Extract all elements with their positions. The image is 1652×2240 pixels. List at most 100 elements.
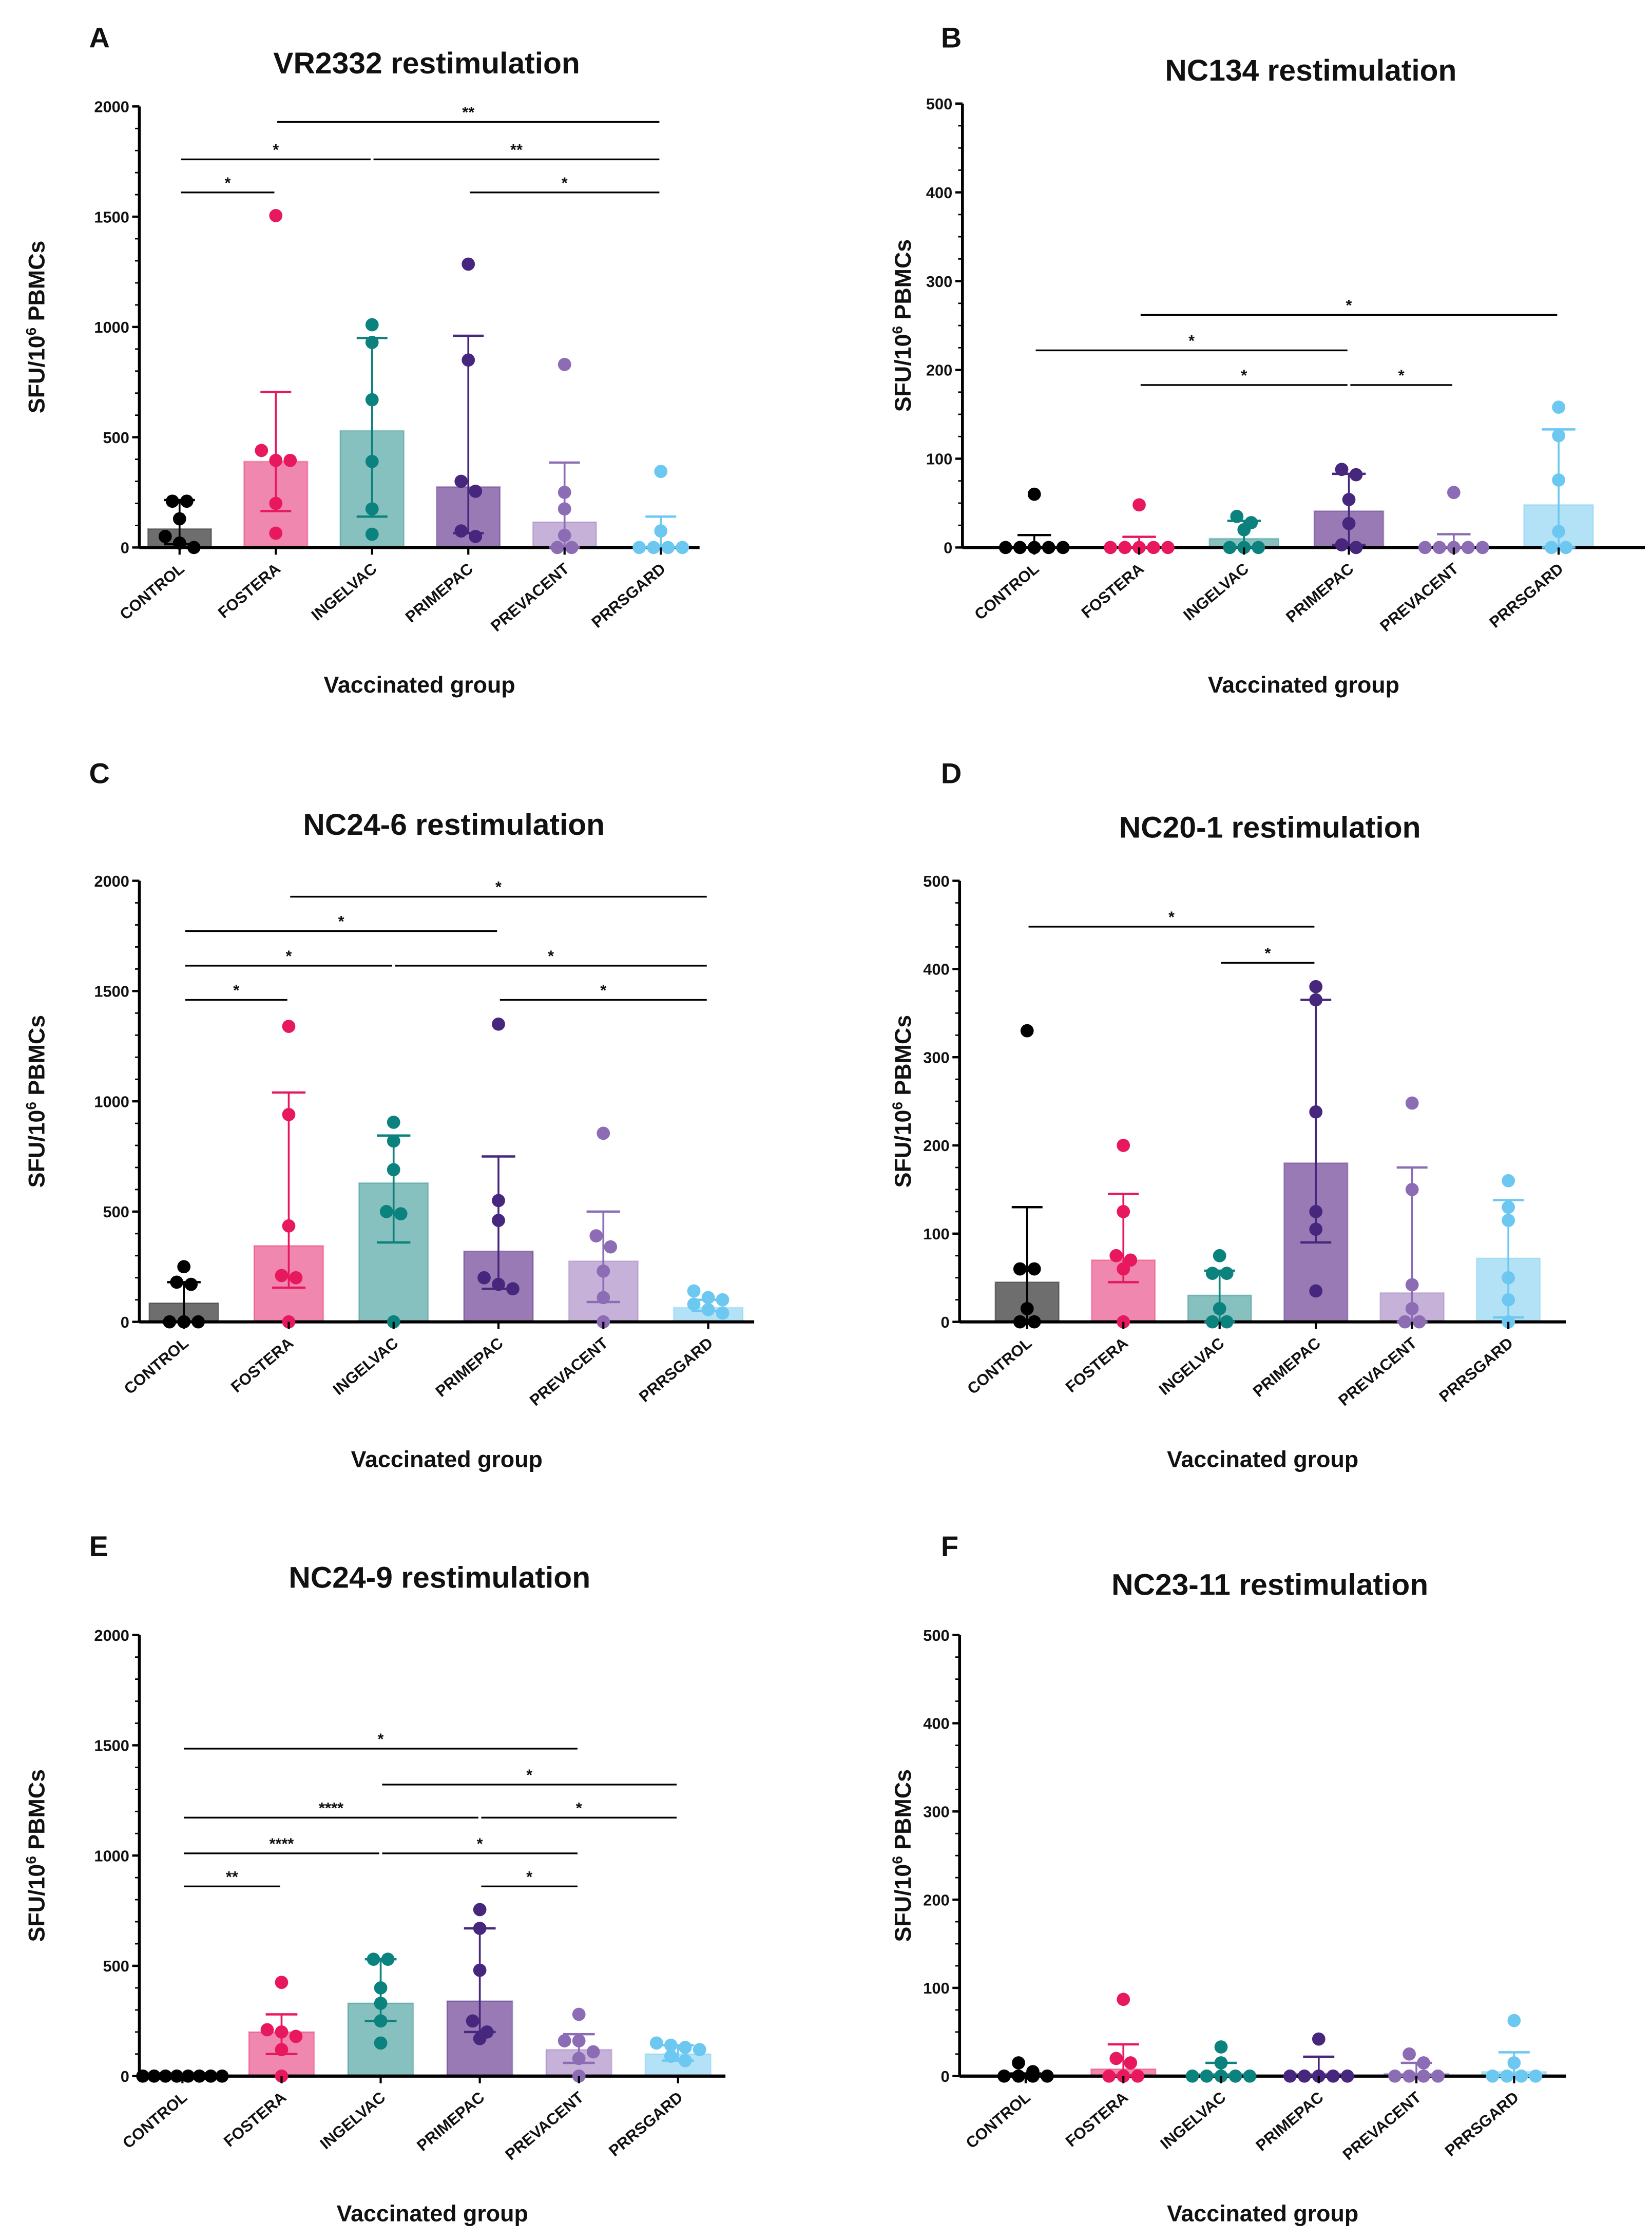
data-point-fostera: [282, 1219, 296, 1233]
data-point-fostera: [289, 2030, 303, 2043]
panel-letter: D: [941, 757, 962, 789]
data-point-control: [1012, 2069, 1025, 2083]
y-tick-label: 1000: [94, 1847, 129, 1865]
data-point-prrsgard: [647, 541, 661, 554]
x-tick-label: INGELVAC: [1156, 1334, 1228, 1399]
x-tick-label: CONTROL: [119, 2088, 190, 2152]
x-tick-label: PREVACENT: [1339, 2088, 1425, 2164]
panel-letter: B: [941, 22, 962, 54]
y-axis-label-superscript: 6: [23, 1856, 39, 1864]
data-point-control: [1042, 541, 1055, 554]
y-tick-label: 0: [941, 1313, 950, 1331]
y-tick-label: 100: [923, 1225, 949, 1243]
data-point-fostera: [282, 1020, 296, 1033]
panel-a: A VR2332 restimulation SFU/106 PBMCs 0 500 10…: [23, 22, 700, 698]
chart-title: NC134 restimulation: [1165, 54, 1456, 87]
data-point-prrsgard: [664, 2050, 678, 2063]
data-point-prevacent: [558, 358, 571, 371]
data-point-prevacent: [1403, 2047, 1416, 2061]
data-point-fostera: [255, 444, 268, 457]
data-point-primepac: [473, 1903, 487, 1917]
data-point-primepac: [473, 1922, 487, 1935]
x-tick-label: INGELVAC: [1180, 560, 1252, 624]
panel-letter: F: [941, 1530, 958, 1562]
data-point-prrsgard: [701, 1291, 715, 1305]
data-point-primepac: [492, 1017, 505, 1031]
y-axis-label: SFU/106 PBMCs: [889, 1015, 916, 1188]
data-point-control: [159, 2069, 172, 2083]
data-point-prrsgard: [1502, 1271, 1515, 1285]
data-point-prevacent: [1475, 541, 1489, 554]
data-point-prevacent: [572, 2052, 586, 2065]
data-point-prrsgard: [1502, 1293, 1515, 1307]
data-point-control: [1027, 1315, 1041, 1329]
data-point-ingelvac: [387, 1134, 400, 1148]
data-point-prrsgard: [1514, 2069, 1528, 2083]
x-tick-label: PRRSGARD: [1435, 1334, 1516, 1406]
x-tick-label: CONTROL: [971, 560, 1042, 624]
data-point-control: [997, 2069, 1011, 2083]
data-point-ingelvac: [374, 1997, 388, 2010]
x-tick-label: CONTROL: [964, 1334, 1035, 1398]
x-tick-label: FOSTERA: [227, 1334, 297, 1396]
x-tick-label: CONTROL: [963, 2088, 1034, 2152]
x-tick-label: PRRSGARD: [605, 2088, 686, 2160]
data-point-primepac: [492, 1194, 505, 1208]
significance-label: *: [1346, 296, 1352, 314]
data-point-control: [136, 2069, 150, 2083]
chart-title: VR2332 restimulation: [273, 47, 580, 80]
data-point-ingelvac: [365, 502, 379, 516]
data-point-primepac: [1349, 468, 1363, 482]
data-point-ingelvac: [374, 1981, 388, 1995]
y-axis-label-text: SFU/10: [24, 1110, 50, 1188]
x-tick-label: PRRSGARD: [1442, 2088, 1522, 2160]
data-point-primepac: [473, 2032, 487, 2045]
y-axis-label-unit: PBMCs: [24, 241, 50, 328]
significance-label: *: [495, 878, 502, 896]
data-point-primepac: [454, 474, 468, 488]
y-tick-label: 2000: [94, 1626, 129, 1644]
data-point-prrsgard: [716, 1306, 729, 1320]
data-point-prrsgard: [664, 2038, 678, 2052]
data-point-ingelvac: [387, 1163, 400, 1177]
data-point-control: [193, 2069, 206, 2083]
data-point-fostera: [269, 209, 283, 222]
data-point-prevacent: [558, 486, 571, 499]
data-point-prevacent: [572, 2007, 586, 2021]
data-point-prrsgard: [716, 1293, 729, 1307]
y-tick-label: 0: [121, 539, 129, 557]
data-point-prevacent: [1405, 1183, 1419, 1196]
x-tick-label: FOSTERA: [1062, 1334, 1131, 1396]
data-point-prevacent: [1405, 1278, 1419, 1292]
data-point-prevacent: [1431, 2069, 1445, 2083]
data-point-fostera: [1147, 541, 1160, 554]
x-tick-label: PRIMEPAC: [1252, 2088, 1327, 2155]
x-tick-label: PREVACENT: [526, 1334, 611, 1409]
x-tick-label: INGELVAC: [330, 1334, 402, 1399]
y-axis-label: SFU/106 PBMCs: [23, 1015, 50, 1188]
data-point-control: [172, 536, 186, 550]
data-point-ingelvac: [1223, 541, 1237, 554]
data-point-prrsgard: [1502, 1174, 1515, 1188]
y-axis-label: SFU/106 PBMCs: [23, 1769, 50, 1942]
data-point-prrsgard: [701, 1303, 715, 1316]
y-tick-label: 500: [923, 872, 949, 890]
data-point-control: [180, 494, 194, 508]
data-point-ingelvac: [365, 393, 379, 407]
data-point-ingelvac: [365, 527, 379, 541]
significance-label: *: [1168, 908, 1175, 926]
x-tick-label: PREVACENT: [502, 2088, 587, 2164]
data-point-prrsgard: [649, 2036, 663, 2050]
data-point-ingelvac: [1228, 2069, 1242, 2083]
x-tick-label: CONTROL: [121, 1334, 192, 1398]
data-point-fostera: [283, 453, 297, 467]
data-point-ingelvac: [1185, 2069, 1199, 2083]
y-tick-label: 0: [944, 539, 952, 557]
data-point-fostera: [1132, 498, 1146, 512]
data-point-prrsgard: [654, 465, 668, 478]
data-point-control: [1026, 2069, 1040, 2083]
data-point-prrsgard: [676, 541, 689, 554]
data-point-primepac: [1349, 541, 1363, 554]
data-point-control: [1013, 1315, 1027, 1329]
data-point-prrsgard: [1552, 525, 1565, 539]
